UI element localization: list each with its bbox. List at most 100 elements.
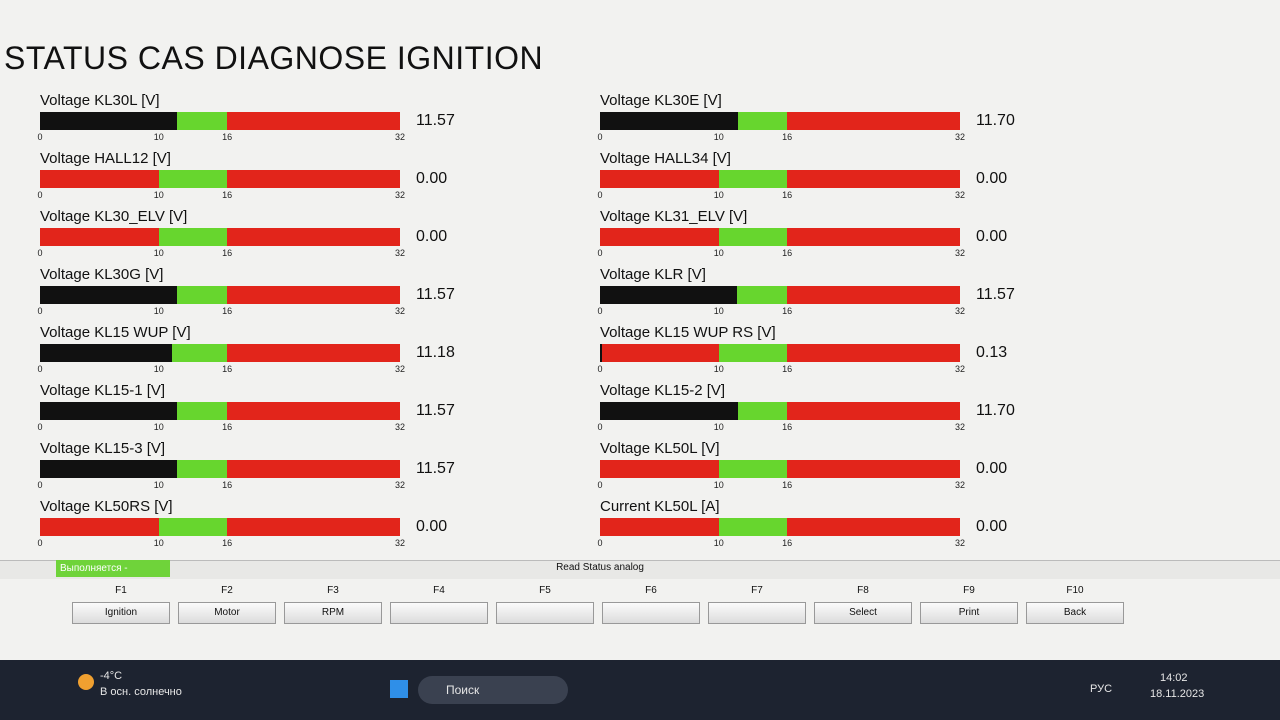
scale-tick-label: 10 <box>153 480 164 490</box>
scale-tick-label: 32 <box>954 248 966 258</box>
gauge-label: Voltage KL15 WUP [V] <box>40 324 191 341</box>
scale-tick-label: 0 <box>597 132 603 142</box>
gauge-label: Voltage KL50RS [V] <box>40 498 173 515</box>
scale-tick-label: 10 <box>153 422 164 432</box>
scale-tick-label: 0 <box>37 132 43 142</box>
scale-tick-label: 16 <box>782 538 793 548</box>
value-fill <box>600 344 602 362</box>
gauge-label: Voltage KL15-2 [V] <box>600 382 726 399</box>
scale-tick-label: 16 <box>782 132 793 142</box>
green-zone <box>718 518 788 536</box>
function-key-name: F2 <box>221 585 233 596</box>
gauge-value: 0.00 <box>416 170 448 187</box>
value-fill <box>40 112 177 130</box>
value-fill <box>600 112 739 130</box>
gauge-value: 0.00 <box>416 228 448 245</box>
gauge-bar <box>40 344 400 362</box>
scale-tick-label: 10 <box>713 364 724 374</box>
scale-tick-label: 10 <box>713 132 724 142</box>
scale-tick-label: 10 <box>153 132 164 142</box>
gauge-value: 11.57 <box>416 286 455 303</box>
function-button[interactable]: Back <box>1026 602 1124 624</box>
value-fill <box>600 286 737 304</box>
gauge-label: Voltage KL15-1 [V] <box>40 382 166 399</box>
gauge-value: 11.18 <box>416 344 455 361</box>
function-button[interactable]: Select <box>814 602 912 624</box>
function-button[interactable] <box>496 602 594 624</box>
scale-tick-label: 10 <box>153 364 164 374</box>
scale-tick-label: 32 <box>394 132 406 142</box>
green-zone <box>158 228 228 246</box>
scale-tick-label: 10 <box>713 248 724 258</box>
scale-tick-label: 32 <box>394 306 406 316</box>
gauge-label: Voltage KL30L [V] <box>40 92 160 109</box>
scale-tick-label: 32 <box>394 364 406 374</box>
green-zone <box>158 170 228 188</box>
search-text: Поиск <box>446 683 480 697</box>
function-key-name: F6 <box>645 585 657 596</box>
value-fill <box>40 286 177 304</box>
scale-tick-label: 16 <box>782 480 793 490</box>
gauge-bar <box>600 112 960 130</box>
function-button[interactable] <box>390 602 488 624</box>
window-title: STATUS CAS DIAGNOSE IGNITION <box>4 40 544 76</box>
green-zone <box>718 228 788 246</box>
status-text: Read Status analog <box>556 562 644 573</box>
scale-tick-label: 0 <box>597 306 603 316</box>
gauge-bar <box>600 402 960 420</box>
function-key-name: F1 <box>115 585 127 596</box>
gauge-value: 0.00 <box>976 228 1008 245</box>
gauge-value: 11.57 <box>416 402 455 419</box>
gauge-label: Voltage KL50L [V] <box>600 440 720 457</box>
taskbar <box>0 660 1280 720</box>
gauge-value: 0.00 <box>976 460 1008 477</box>
gauge-label: Voltage HALL12 [V] <box>40 150 171 167</box>
language[interactable]: РУС <box>1090 683 1113 695</box>
function-key-name: F10 <box>1066 585 1084 596</box>
scale-tick-label: 16 <box>782 248 793 258</box>
running-indicator: Выполняется - <box>56 560 170 577</box>
gauge-value: 11.57 <box>416 460 455 477</box>
value-fill <box>40 344 173 362</box>
function-button[interactable]: Motor <box>178 602 276 624</box>
function-button[interactable] <box>708 602 806 624</box>
function-button[interactable]: Print <box>920 602 1018 624</box>
clock-date: 18.11.2023 <box>1150 688 1205 700</box>
gauge-label: Voltage KL15 WUP RS [V] <box>600 324 776 341</box>
scale-tick-label: 10 <box>153 248 164 258</box>
gauge-bar <box>600 170 960 188</box>
function-key-name: F8 <box>857 585 869 596</box>
green-zone <box>718 344 788 362</box>
gauge-bar <box>600 228 960 246</box>
gauge-label: Voltage KL15-3 [V] <box>40 440 166 457</box>
green-zone <box>158 344 228 362</box>
scale-tick-label: 32 <box>954 364 966 374</box>
green-zone <box>158 518 228 536</box>
gauge-value: 0.00 <box>976 518 1008 535</box>
temperature: -4°C <box>100 670 123 682</box>
gauge-label: Voltage KL30G [V] <box>40 266 164 283</box>
search-box[interactable] <box>418 676 568 704</box>
gauge-label: Voltage HALL34 [V] <box>600 150 731 167</box>
scale-tick-label: 16 <box>782 364 793 374</box>
function-button[interactable] <box>602 602 700 624</box>
scale-tick-label: 16 <box>222 422 233 432</box>
gauge-bar <box>40 460 400 478</box>
value-fill <box>600 402 739 420</box>
gauge-value: 11.70 <box>976 112 1015 129</box>
gauge-bar <box>600 518 960 536</box>
function-key-name: F3 <box>327 585 339 596</box>
scale-tick-label: 10 <box>713 190 724 200</box>
gauge-bar <box>600 460 960 478</box>
function-button[interactable]: Ignition <box>72 602 170 624</box>
clock-time: 14:02 <box>1160 672 1188 684</box>
scale-tick-label: 16 <box>782 306 793 316</box>
gauge-value: 11.57 <box>976 286 1015 303</box>
gauge-label: Voltage KL31_ELV [V] <box>600 208 748 225</box>
scale-tick-label: 10 <box>713 538 724 548</box>
scale-tick-label: 16 <box>222 538 233 548</box>
function-button[interactable]: RPM <box>284 602 382 624</box>
scale-tick-label: 10 <box>153 306 164 316</box>
start-button[interactable] <box>390 680 408 698</box>
scale-tick-label: 32 <box>954 190 966 200</box>
